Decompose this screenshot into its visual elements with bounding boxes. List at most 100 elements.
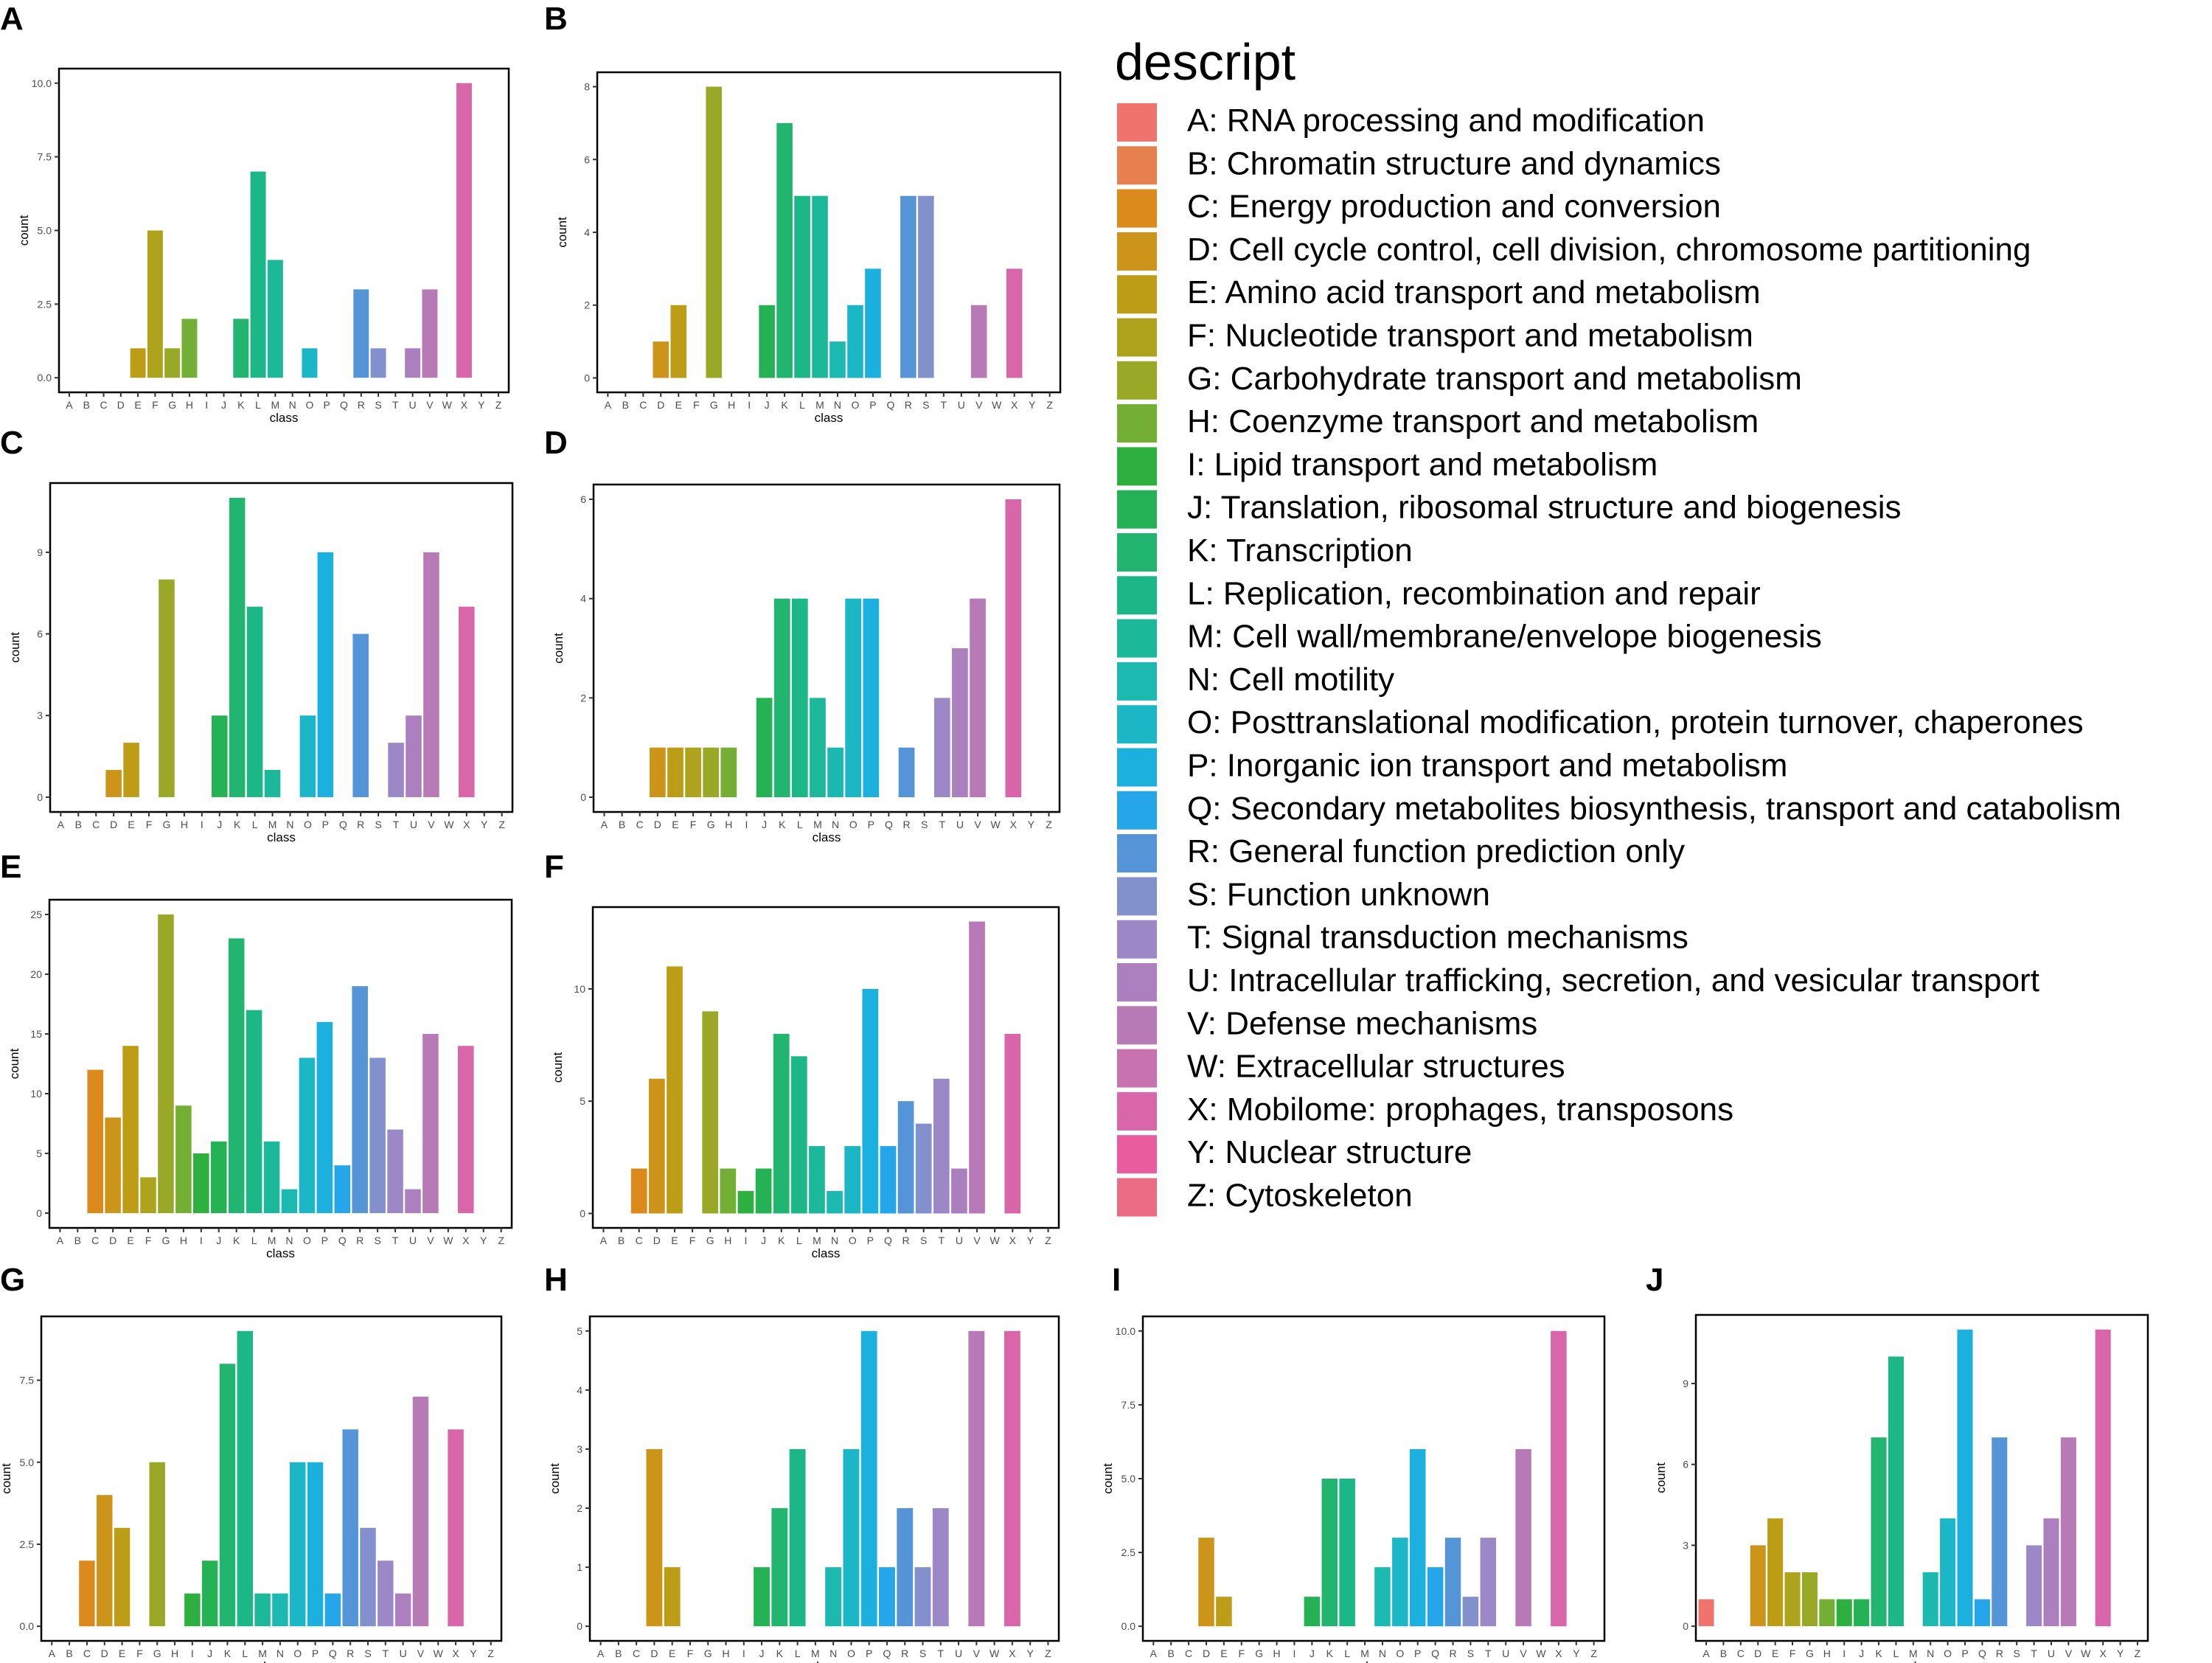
bar-R (898, 747, 915, 798)
bar-U (394, 1593, 411, 1627)
x-tick-label: B (1168, 1648, 1175, 1659)
y-tick-label: 6 (1683, 1459, 1688, 1471)
y-tick-label: 0 (584, 372, 590, 383)
y-axis-title: count (7, 1048, 21, 1079)
x-tick-label: U (2048, 1648, 2055, 1659)
x-tick-label: U (956, 1235, 963, 1246)
bar-L (237, 1330, 253, 1627)
legend-label-u: U: Intracellular trafficking, secretion,… (1187, 962, 2039, 999)
x-tick-label: G (1806, 1648, 1814, 1659)
bar-R (1992, 1437, 2008, 1627)
legend-swatch-m (1117, 619, 1157, 658)
bar-X (1551, 1330, 1567, 1627)
x-tick-label: C (91, 1235, 99, 1246)
x-tick-label: N (1927, 1648, 1934, 1659)
x-tick-label: K (1875, 1648, 1882, 1659)
x-tick-label: J (221, 399, 226, 411)
chart-panel-j: J0369ABCDEFGHIJKLMNOPQRSTUVWXYZclasscoun… (1646, 1262, 2149, 1663)
bar-P (1409, 1448, 1426, 1627)
bar-L (1888, 1356, 1904, 1627)
bar-J (756, 698, 773, 798)
x-tick-label: B (75, 819, 82, 830)
x-tick-label: C (1185, 1648, 1192, 1659)
x-tick-label: Y (1027, 1235, 1034, 1246)
legend-label-p: P: Inorganic ion transport and metabolis… (1187, 748, 1787, 784)
bar-X (2095, 1329, 2111, 1627)
x-tick-label: O (293, 1648, 302, 1659)
x-tick-label: B (74, 1235, 81, 1246)
x-tick-label: X (463, 819, 470, 830)
y-tick-label: 3 (577, 1443, 582, 1455)
x-tick-label: C (83, 1648, 91, 1659)
bar-K (776, 122, 793, 378)
bar-Q (1427, 1567, 1444, 1627)
legend-swatch-w (1117, 1049, 1157, 1088)
legend-swatch-h (1117, 404, 1157, 443)
bar-E (667, 966, 683, 1214)
panel-label: I (1112, 1262, 1121, 1298)
y-tick-label: 5 (577, 1325, 582, 1337)
bar-G (706, 86, 722, 378)
legend-label-v: V: Defense mechanisms (1187, 1005, 1537, 1041)
legend-swatch-n (1117, 662, 1157, 701)
bar-T (378, 1560, 394, 1627)
bar-T (1480, 1538, 1497, 1627)
x-tick-label: B (615, 1648, 622, 1659)
x-tick-label: W (2081, 1648, 2091, 1659)
bar-Q (879, 1567, 895, 1627)
bar-V (968, 1330, 985, 1627)
x-tick-label: M (815, 399, 824, 411)
legend-label-d: D: Cell cycle control, cell division, ch… (1187, 232, 2031, 268)
bar-F (140, 1177, 156, 1213)
y-axis-title: count (0, 1463, 13, 1494)
bar-M (809, 1146, 825, 1214)
x-tick-label: W (442, 399, 453, 411)
bar-P (1957, 1329, 1973, 1627)
legend-label-s: S: Function unknown (1187, 876, 1490, 912)
x-tick-label: N (289, 399, 296, 411)
x-tick-label: Y (1029, 399, 1036, 411)
bar-E (123, 743, 139, 797)
y-tick-label: 0 (37, 791, 43, 803)
legend-swatch-g (1117, 361, 1157, 400)
x-tick-label: T (1485, 1648, 1492, 1659)
x-tick-label: X (1009, 1235, 1017, 1246)
bar-V (422, 1034, 439, 1213)
x-tick-label: K (237, 399, 245, 411)
legend-label-q: Q: Secondary metabolites biosynthesis, t… (1187, 791, 2121, 827)
x-tick-label: P (1961, 1648, 1968, 1659)
x-tick-label: V (427, 1235, 434, 1246)
panel-label: C (0, 425, 24, 461)
x-tick-label: U (409, 399, 417, 411)
bar-L (790, 1056, 807, 1214)
bar-J (201, 1560, 218, 1627)
y-axis-title: count (8, 632, 22, 663)
y-tick-label: 4 (577, 1384, 582, 1396)
x-tick-label: L (796, 1235, 802, 1246)
y-tick-label: 0 (580, 1207, 585, 1219)
x-tick-label: S (919, 1648, 926, 1659)
legend-swatch-p (1117, 748, 1157, 787)
x-tick-label: G (707, 819, 715, 830)
x-tick-label: H (722, 1648, 729, 1659)
x-tick-label: X (461, 399, 468, 411)
x-tick-label: D (657, 399, 664, 411)
x-tick-label: F (146, 819, 153, 830)
x-tick-label: P (869, 399, 876, 411)
legend-label-b: B: Chromatin structure and dynamics (1187, 145, 1721, 181)
x-tick-label: Q (1978, 1648, 1986, 1659)
x-tick-label: D (1754, 1648, 1761, 1659)
panel-label: A (0, 1, 24, 37)
bar-R (897, 1508, 914, 1627)
y-tick-label: 6 (580, 493, 586, 505)
x-tick-label: L (252, 819, 258, 830)
x-tick-label: G (1255, 1648, 1263, 1659)
bar-P (862, 988, 879, 1214)
x-tick-label: T (939, 1235, 945, 1246)
bar-R (352, 633, 369, 797)
x-tick-label: B (619, 819, 625, 830)
legend-swatch-i (1117, 447, 1157, 486)
x-tick-label: O (852, 399, 860, 411)
x-tick-label: R (347, 1648, 354, 1659)
x-tick-label: U (956, 819, 964, 830)
